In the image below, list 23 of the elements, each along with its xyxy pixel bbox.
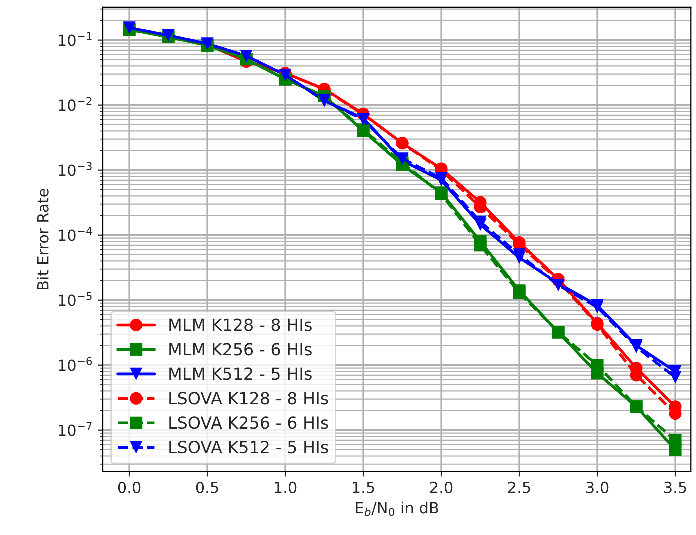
- legend-label: LSOVA K512 - 5 HIs: [170, 441, 328, 454]
- x-tick-label: 1.0: [275, 482, 297, 494]
- y-tick-label: 10$^{−4}$: [59, 227, 92, 242]
- y-tick-label: 10$^{−5}$: [59, 292, 92, 306]
- y-tick-label: 10$^{−6}$: [59, 357, 92, 372]
- y-tick-label: 10$^{−2}$: [59, 97, 92, 112]
- legend-label: LSOVA K128 - 8 HIs: [170, 392, 328, 405]
- legend-label: LSOVA K256 - 6 HIs: [170, 416, 328, 430]
- x-tick-label: 0.0: [118, 482, 141, 494]
- x-tick-label: 3.0: [586, 482, 609, 494]
- x-tick-label: 0.5: [196, 482, 218, 494]
- legend-label: MLM K256 - 6 HIs: [170, 343, 312, 356]
- y-axis-title: Bit Error Rate: [37, 189, 49, 290]
- legend-label: MLM K128 - 8 HIs: [170, 318, 312, 332]
- y-tick-label: 10$^{−7}$: [59, 422, 92, 436]
- x-tick-label: 3.5: [664, 482, 686, 494]
- x-tick-label: 1.5: [353, 482, 374, 494]
- legend-label: MLM K512 - 5 HIs: [170, 368, 312, 380]
- y-tick-label: 10$^{−1}$: [59, 32, 92, 46]
- x-tick-label: 2.0: [430, 482, 453, 494]
- y-tick-label: 10$^{−3}$: [59, 162, 92, 176]
- x-tick-label: 2.5: [508, 482, 530, 494]
- x-axis-title: E$_{b}$/N$_{0}$ in dB: [356, 502, 438, 516]
